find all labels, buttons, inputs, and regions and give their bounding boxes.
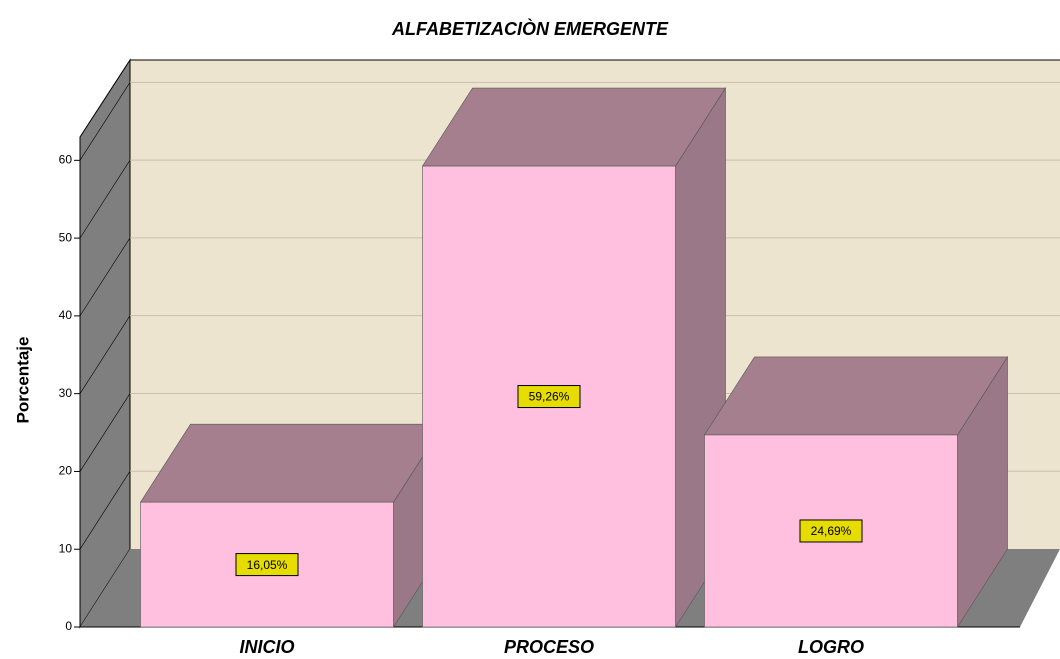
side-grid-line bbox=[79, 393, 131, 472]
value-label-box bbox=[799, 519, 863, 543]
value-label: 24,69% bbox=[811, 524, 852, 538]
bar: 16,05% bbox=[139, 423, 445, 629]
side-grid-line bbox=[79, 471, 131, 550]
y-tick-label: 40 bbox=[59, 308, 73, 322]
value-label-box bbox=[235, 553, 299, 577]
bar-top bbox=[703, 356, 1009, 436]
side-grid-line bbox=[79, 237, 131, 317]
y-axis-label: Porcentaje bbox=[13, 337, 32, 424]
value-label: 16,05% bbox=[247, 558, 288, 572]
x-tick-label: INICIO bbox=[239, 637, 294, 657]
bar-top bbox=[139, 423, 445, 503]
bars: 16,05% 59,26% 24,69% bbox=[139, 87, 1009, 629]
y-tick-label: 50 bbox=[59, 230, 73, 244]
y-tick-label: 20 bbox=[59, 464, 73, 478]
x-tick-label: PROCESO bbox=[504, 637, 594, 657]
side-grid-line bbox=[79, 315, 131, 394]
value-label: 59,26% bbox=[529, 390, 570, 404]
bar: 24,69% bbox=[703, 355, 1009, 629]
bar-top bbox=[421, 87, 727, 167]
x-tick-label: LOGRO bbox=[798, 637, 864, 657]
y-tick-label: 60 bbox=[59, 153, 73, 167]
value-label-box bbox=[517, 385, 581, 409]
y-tick-label: 0 bbox=[65, 619, 72, 633]
side-grid-line bbox=[79, 82, 131, 161]
y-tick-label: 30 bbox=[59, 386, 73, 400]
chart-title: ALFABETIZACIÒN EMERGENTE bbox=[391, 18, 669, 39]
side-grid-line bbox=[79, 159, 131, 239]
side-wall bbox=[79, 58, 131, 629]
bar: 59,26% bbox=[421, 87, 727, 629]
y-tick-label: 10 bbox=[59, 541, 73, 555]
